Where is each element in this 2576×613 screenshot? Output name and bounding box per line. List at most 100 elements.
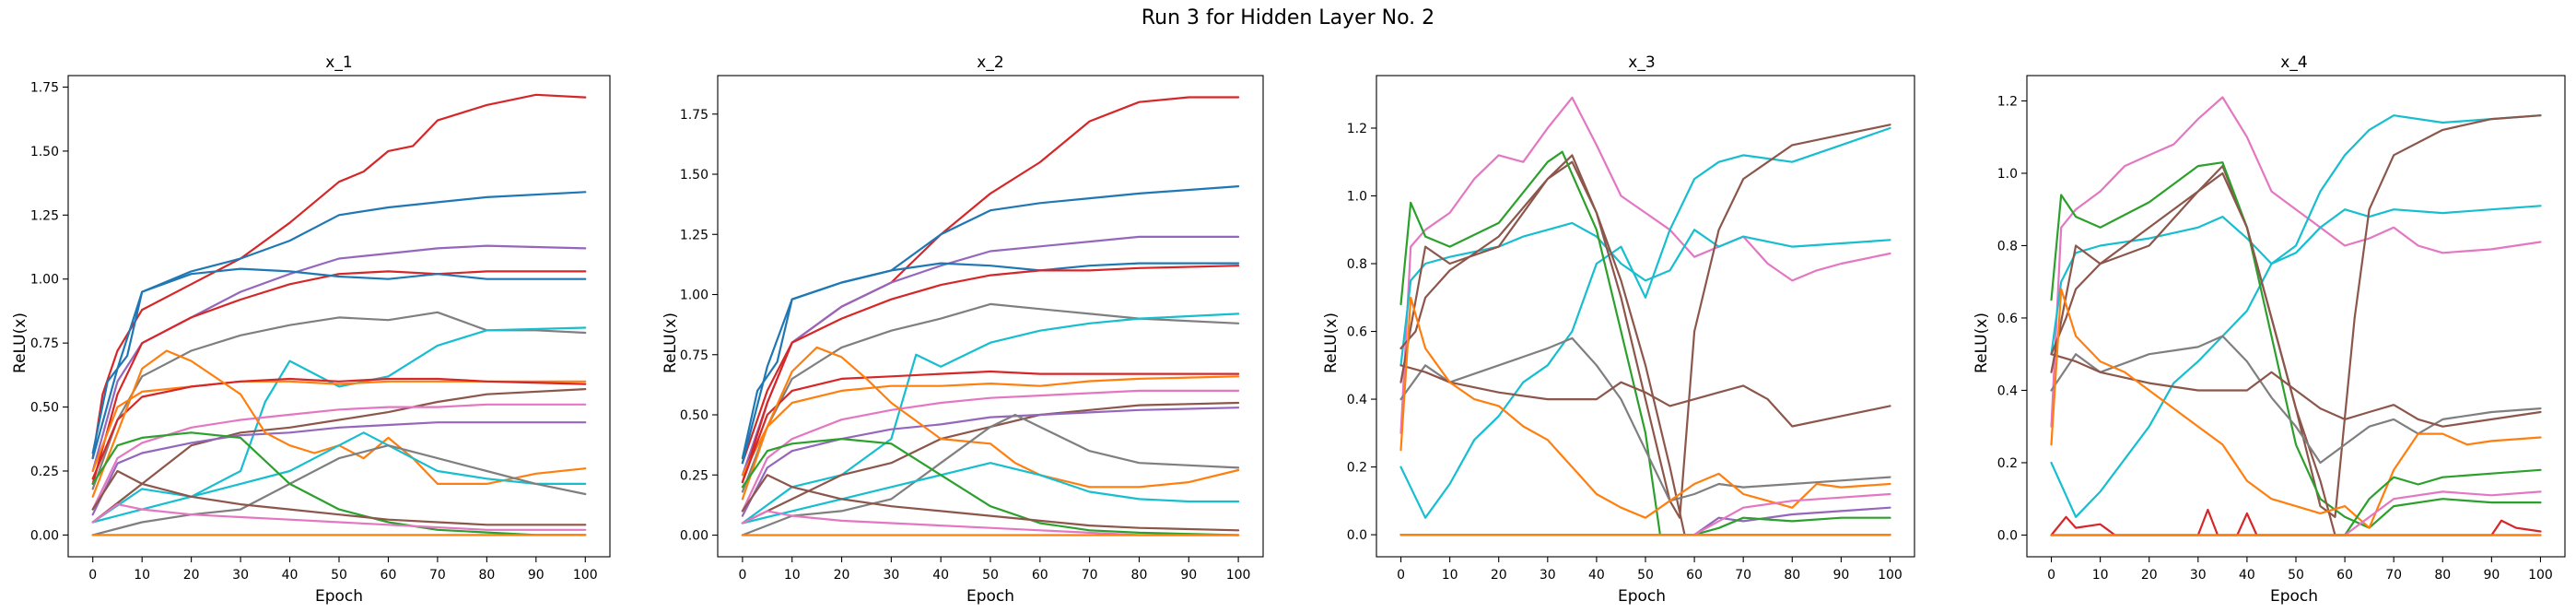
x-tick-label: 90 (1832, 568, 1849, 583)
series-line-7 (741, 375, 1240, 477)
x-tick-label: 50 (982, 568, 999, 583)
y-tick-label: 1.00 (680, 289, 708, 303)
y-tick-label: 0.2 (1997, 456, 2018, 471)
x-tick-label: 80 (2434, 568, 2451, 583)
y-tick-label: 1.25 (30, 208, 59, 223)
series-line-8 (2050, 288, 2542, 529)
y-axis-label: ReLU(x) (1973, 312, 1991, 373)
series-line-0 (1399, 96, 1891, 434)
x-tick-label: 20 (2141, 568, 2158, 583)
series-line-2 (91, 244, 587, 473)
x-tick-label: 10 (1442, 568, 1458, 583)
y-tick-label: 1.50 (680, 168, 708, 183)
y-tick-label: 0.8 (1997, 239, 2018, 253)
series-line-0 (2050, 96, 2542, 428)
y-tick-label: 1.75 (680, 108, 708, 123)
x-tick-label: 100 (2528, 568, 2553, 583)
y-tick-label: 0.25 (30, 465, 59, 479)
series-line-1 (91, 191, 587, 454)
series-line-0 (91, 93, 587, 460)
series-line-4 (1399, 150, 1891, 536)
subplot-x1: x_1 Epoch ReLU(x) 0 10 20 30 40 50 60 70 80 90 100… (11, 53, 611, 606)
series-line-10 (741, 401, 1240, 525)
series-line-1 (741, 185, 1240, 460)
series-line-15 (741, 438, 1240, 536)
series-line-3 (91, 270, 587, 485)
series-line-1 (1399, 221, 1891, 367)
series-line-4 (2050, 161, 2542, 529)
series-group (91, 93, 587, 536)
series-group (741, 96, 1240, 536)
series-group (1399, 96, 1891, 536)
series-line-9 (91, 388, 587, 524)
x-tick-label: 70 (1735, 568, 1751, 583)
series-line-3 (741, 262, 1240, 465)
y-tick-label: 1.0 (1347, 190, 1367, 205)
x-tick-label: 60 (381, 568, 397, 583)
x-tick-label: 60 (1032, 568, 1048, 583)
x-tick-label: 30 (1540, 568, 1556, 583)
y-tick-label: 0.0 (1997, 528, 2018, 543)
series-line-0 (741, 96, 1240, 465)
y-tick-label: 1.75 (30, 80, 59, 95)
x-tick-label: 10 (784, 568, 801, 583)
subplot-x4: x_4 Epoch ReLU(x) 0 10 20 30 40 50 60 70 80 90 100… (1973, 53, 2566, 606)
series-line-12 (91, 349, 587, 498)
x-tick-label: 90 (1180, 568, 1197, 583)
x-tick-label: 60 (1686, 568, 1703, 583)
x-tick-label: 30 (2190, 568, 2207, 583)
x-axis-label: Epoch (2270, 587, 2318, 606)
y-tick-label: 0.6 (1997, 312, 2018, 326)
series-line-11 (741, 407, 1240, 517)
series-line-13 (741, 413, 1240, 536)
y-tick-label: 0.50 (680, 408, 708, 423)
x-tick-label: 0 (88, 568, 97, 583)
y-tick-label: 0.8 (1347, 257, 1367, 272)
subplot-title: x_4 (2280, 53, 2307, 72)
x-tick-label: 40 (932, 568, 949, 583)
series-line-17 (91, 503, 587, 531)
series-line-2 (741, 235, 1240, 477)
x-tick-label: 0 (1397, 568, 1405, 583)
series-line-3 (2050, 114, 2542, 518)
series-line-4 (91, 267, 587, 460)
series-line-14 (91, 444, 587, 536)
series-line-17 (741, 510, 1240, 536)
y-tick-label: 0.4 (1997, 383, 2018, 398)
series-line-11 (91, 421, 587, 516)
subplot-x3: x_3 Epoch ReLU(x) 0 10 20 30 40 50 60 70 80 90 100… (1322, 53, 1915, 606)
y-tick-label: 0.6 (1347, 325, 1367, 340)
y-tick-label: 1.2 (1347, 122, 1367, 136)
y-tick-label: 1.25 (680, 228, 708, 242)
x-tick-label: 20 (834, 568, 850, 583)
plot-frame (67, 75, 611, 558)
x-tick-label: 50 (331, 568, 347, 583)
series-line-10 (2050, 490, 2542, 536)
series-line-5 (2050, 171, 2542, 536)
y-tick-label: 0.50 (30, 401, 59, 416)
figure-suptitle: Run 3 for Hidden Layer No. 2 (1142, 6, 1434, 29)
y-axis-label: ReLU(x) (11, 312, 29, 373)
x-tick-label: 70 (429, 568, 446, 583)
subplot-title: x_2 (977, 53, 1003, 72)
y-tick-label: 1.2 (1997, 94, 2018, 109)
series-line-16 (91, 469, 587, 526)
series-line-6 (1399, 336, 1891, 502)
x-tick-label: 10 (134, 568, 150, 583)
x-tick-label: 80 (478, 568, 495, 583)
series-line-5 (91, 311, 587, 490)
x-tick-label: 60 (2336, 568, 2353, 583)
x-tick-label: 70 (1082, 568, 1098, 583)
series-group (2050, 96, 2542, 536)
x-tick-label: 40 (1588, 568, 1605, 583)
series-line-8 (1399, 296, 1891, 519)
x-tick-label: 0 (738, 568, 746, 583)
series-line-12 (741, 346, 1240, 501)
series-line-10 (91, 403, 587, 511)
x-tick-label: 50 (1637, 568, 1654, 583)
series-line-6 (2050, 335, 2542, 465)
y-tick-label: 0.00 (680, 529, 708, 544)
series-line-10 (1399, 516, 1891, 536)
x-tick-label: 70 (2385, 568, 2402, 583)
series-line-9 (2050, 468, 2542, 536)
